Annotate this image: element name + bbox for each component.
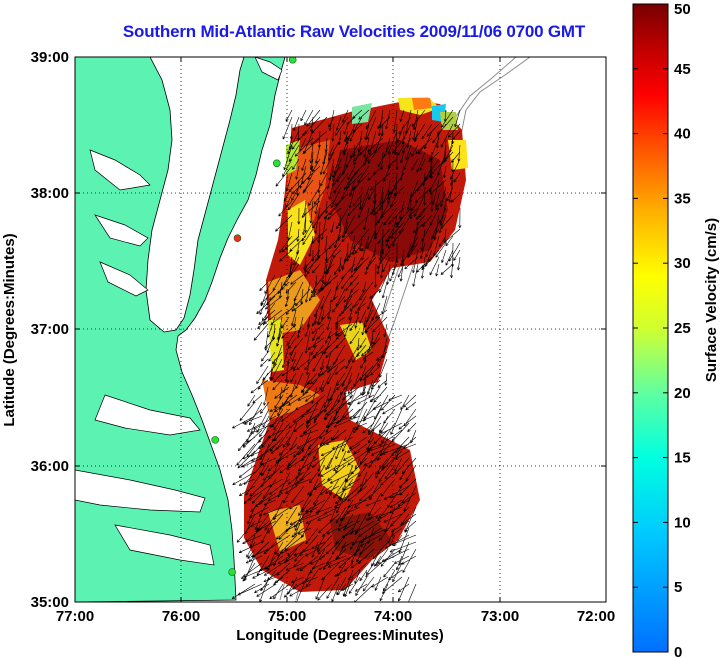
- colorbar: [632, 3, 669, 653]
- x-tick-label: 72:00: [577, 608, 615, 625]
- colorbar-tick-label: 45: [674, 61, 691, 78]
- colorbar-tick-label: 30: [674, 255, 691, 272]
- colorbar-tick-labels: 0 5 10 15 20 25 30 35 40 45 50: [674, 1, 691, 659]
- colorbar-ticks: [633, 3, 668, 653]
- colorbar-tick-label: 20: [674, 385, 691, 402]
- colorbar-label: Surface Velocity (cm/s): [703, 218, 720, 382]
- x-tick-label: 76:00: [162, 608, 200, 625]
- chart-title: Southern Mid-Atlantic Raw Velocities 200…: [122, 22, 586, 41]
- grid-lines: [75, 57, 606, 602]
- y-tick-label: 38:00: [31, 185, 69, 202]
- colorbar-tick-label: 25: [674, 320, 691, 337]
- y-axis-label: Latitude (Degrees:Minutes): [1, 233, 18, 426]
- y-axis: [75, 56, 606, 603]
- colorbar-tick-label: 40: [674, 126, 691, 143]
- y-tick-label: 35:00: [31, 594, 69, 611]
- station-marker: [233, 234, 242, 243]
- x-tick-label: 75:00: [268, 608, 306, 625]
- station-marker: [272, 159, 281, 168]
- colorbar-tick-label: 0: [674, 644, 682, 659]
- y-tick-label: 39:00: [31, 49, 69, 66]
- plot-area: [75, 57, 606, 602]
- x-axis: [74, 57, 607, 602]
- vector-arrows: [231, 109, 462, 602]
- x-tick-label: 77:00: [56, 608, 94, 625]
- x-axis-label: Longitude (Degrees:Minutes): [236, 627, 444, 644]
- x-tick-label: 74:00: [374, 608, 412, 625]
- colorbar-tick-label: 15: [674, 450, 691, 467]
- y-tick-label: 36:00: [31, 458, 69, 475]
- chesapeake-bay: [145, 57, 245, 333]
- station-marker: [211, 436, 219, 444]
- colorbar-tick-label: 5: [674, 579, 682, 596]
- station-marker: [288, 57, 297, 64]
- colorbar-tick-label: 35: [674, 190, 691, 207]
- radar-stations: [211, 57, 297, 576]
- velocity-vectors: [231, 109, 462, 602]
- x-tick-label: 73:00: [481, 608, 519, 625]
- colorbar-tick-label: 10: [674, 514, 691, 531]
- y-tick-label: 37:00: [31, 321, 69, 338]
- colorbar-tick-label: 50: [674, 1, 691, 18]
- station-marker: [228, 568, 236, 576]
